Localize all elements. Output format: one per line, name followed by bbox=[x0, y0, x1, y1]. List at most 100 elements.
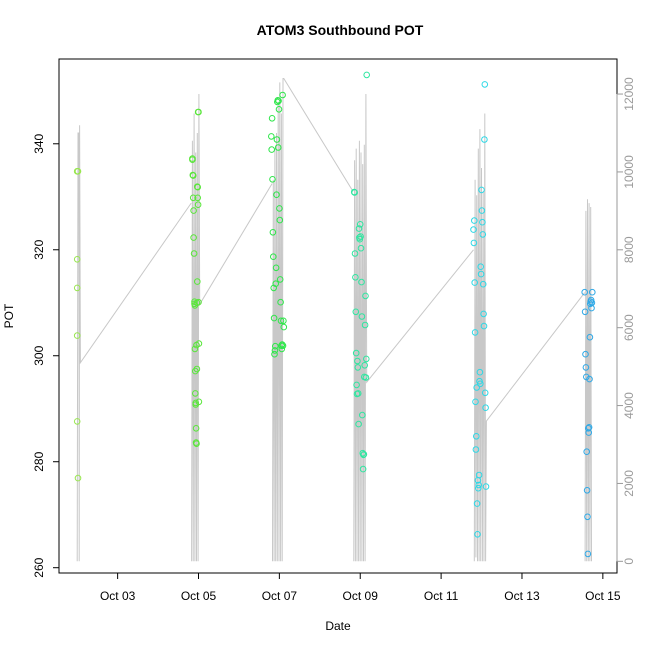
data-point bbox=[189, 194, 197, 202]
data-point bbox=[269, 176, 276, 183]
x-tick-label: Oct 05 bbox=[181, 589, 217, 603]
data-point bbox=[193, 365, 201, 373]
data-point bbox=[586, 375, 593, 383]
data-point bbox=[585, 425, 592, 432]
data-point bbox=[362, 374, 370, 381]
data-point bbox=[190, 234, 197, 241]
chart-title: ATOM3 Southbound POT bbox=[257, 22, 424, 38]
data-point bbox=[478, 186, 485, 194]
data-point bbox=[582, 350, 589, 358]
data-point bbox=[471, 279, 479, 286]
data-point bbox=[475, 471, 483, 479]
data-point bbox=[475, 481, 483, 489]
data-point bbox=[361, 321, 369, 329]
data-point bbox=[353, 381, 360, 389]
data-point bbox=[478, 207, 486, 214]
data-point bbox=[589, 288, 596, 296]
data-point bbox=[479, 218, 486, 226]
y2-tick-label: 2000 bbox=[622, 470, 636, 497]
data-point bbox=[362, 292, 369, 300]
data-point bbox=[360, 451, 368, 458]
data-point bbox=[477, 270, 485, 278]
data-point bbox=[279, 91, 286, 99]
data-point bbox=[271, 350, 278, 358]
data-point bbox=[586, 333, 594, 341]
data-point bbox=[354, 357, 361, 365]
data-point bbox=[354, 364, 362, 371]
data-point bbox=[278, 341, 286, 348]
data-point bbox=[195, 398, 203, 406]
x-axis-label: Date bbox=[325, 619, 351, 633]
data-point bbox=[279, 342, 287, 350]
data-point bbox=[583, 448, 591, 456]
data-point bbox=[195, 340, 203, 347]
data-point bbox=[74, 168, 82, 175]
pot-line-segment-4 bbox=[353, 93, 474, 562]
y2-tick-label: 12000 bbox=[622, 77, 636, 111]
data-point bbox=[479, 280, 487, 288]
data-point bbox=[481, 136, 488, 143]
data-point bbox=[270, 314, 278, 322]
data-point bbox=[195, 298, 202, 306]
data-point bbox=[273, 191, 280, 198]
data-point bbox=[192, 425, 200, 432]
data-point bbox=[278, 345, 286, 353]
x-tick-label: Oct 03 bbox=[100, 589, 136, 603]
data-point bbox=[473, 384, 481, 391]
data-point bbox=[482, 404, 489, 412]
data-point bbox=[352, 308, 360, 316]
data-point bbox=[582, 364, 590, 371]
data-point bbox=[581, 288, 589, 296]
data-point bbox=[476, 368, 484, 376]
data-point bbox=[277, 317, 285, 325]
data-point bbox=[351, 189, 358, 196]
data-point bbox=[189, 172, 197, 179]
data-point bbox=[276, 276, 284, 283]
data-point bbox=[275, 97, 282, 105]
data-point bbox=[472, 398, 479, 406]
data-point bbox=[359, 411, 366, 419]
data-point bbox=[363, 355, 370, 363]
data-point bbox=[193, 440, 200, 448]
data-point bbox=[477, 263, 485, 271]
data-point bbox=[276, 205, 283, 212]
data-point bbox=[194, 278, 201, 285]
data-point bbox=[189, 156, 196, 163]
data-point bbox=[274, 144, 282, 151]
data-point bbox=[481, 389, 489, 397]
pot-line-segment-3 bbox=[272, 78, 354, 562]
data-point bbox=[482, 483, 490, 490]
x-axis: Oct 03 Oct 05 Oct 07 Oct 09 Oct 11 Oct 13 Oct … bbox=[100, 572, 621, 603]
data-point bbox=[473, 433, 480, 440]
data-point bbox=[356, 235, 364, 243]
data-point bbox=[280, 323, 288, 331]
data-point bbox=[355, 420, 362, 428]
data-point bbox=[73, 284, 81, 292]
x-tick-label: Oct 09 bbox=[343, 589, 379, 603]
data-point bbox=[194, 194, 201, 202]
pot-line-segment-1 bbox=[76, 125, 192, 562]
data-point bbox=[361, 362, 369, 369]
plot-frame bbox=[58, 58, 618, 574]
data-point bbox=[272, 342, 279, 350]
x-tick-label: Oct 13 bbox=[504, 589, 540, 603]
data-point bbox=[472, 446, 480, 453]
data-point bbox=[194, 201, 202, 208]
data-point bbox=[192, 390, 199, 397]
y-axis-right: 0 2000 4000 6000 8000 10000 12000 bbox=[616, 77, 636, 565]
x-tick-label: Oct 07 bbox=[262, 589, 298, 603]
data-point bbox=[471, 217, 478, 224]
data-point bbox=[277, 298, 284, 306]
y-tick-label: 260 bbox=[32, 557, 46, 577]
pot-line-segment-5 bbox=[473, 113, 586, 562]
data-point bbox=[584, 513, 591, 521]
data-point bbox=[275, 106, 283, 113]
y-axis-left: 260 280 300 320 340 bbox=[32, 133, 60, 578]
data-point bbox=[355, 225, 363, 232]
data-point bbox=[470, 226, 477, 233]
data-point bbox=[481, 81, 489, 88]
data-point bbox=[474, 531, 481, 538]
data-point bbox=[581, 308, 589, 316]
pot-line-segment-2 bbox=[191, 93, 273, 562]
x-tick-label: Oct 11 bbox=[424, 589, 459, 603]
